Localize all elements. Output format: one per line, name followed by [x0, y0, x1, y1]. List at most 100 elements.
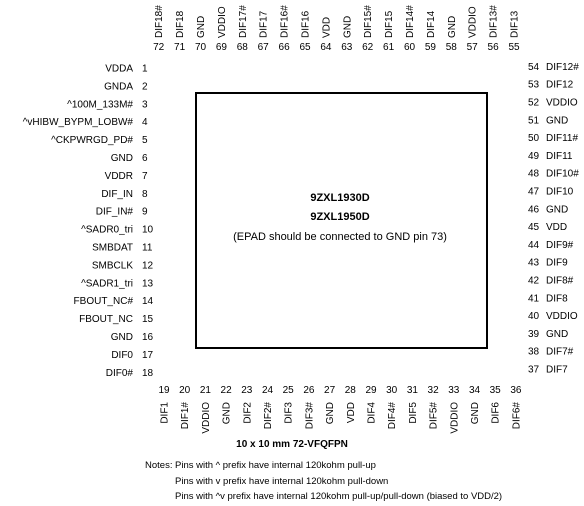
pin-name: DIF13: [510, 10, 521, 38]
pin-name: DIF1#: [180, 402, 191, 430]
pin-name: DIF8#: [546, 276, 574, 287]
pin-name: DIF6#: [511, 402, 522, 430]
pin-name: VDDR: [105, 171, 133, 182]
pin-name: ^SADR0_tri: [81, 225, 133, 236]
pin-name: DIF14#: [405, 5, 416, 38]
pin-number: 14: [142, 296, 154, 307]
pin-name: FBOUT_NC: [79, 314, 133, 325]
pin-number: 10: [142, 225, 154, 236]
pin-name: ^SADR1_tri: [81, 278, 133, 289]
pin-number: 2: [142, 81, 148, 92]
pin-name: GND: [470, 402, 481, 424]
pin-number: 5: [142, 135, 148, 146]
pin-number: 45: [528, 222, 540, 233]
pin-name: DIF11: [546, 151, 573, 162]
pin-number: 70: [195, 42, 207, 53]
pin-number: 48: [528, 169, 540, 180]
pin-name: GND: [325, 402, 336, 424]
pin-number: 39: [528, 329, 540, 340]
pin-number: 52: [528, 98, 540, 109]
pin-number: 7: [142, 171, 148, 182]
pin-number: 27: [324, 385, 336, 396]
pin-number: 71: [174, 42, 186, 53]
pin-name: DIF18: [175, 10, 186, 38]
note-line: Pins with ^ prefix have internal 120kohm…: [175, 460, 376, 471]
pin-number: 18: [142, 368, 154, 379]
pin-name: GND: [111, 153, 133, 164]
pin-name: DIF14: [426, 10, 437, 38]
pin-name: DIF0: [111, 350, 133, 361]
pin-number: 60: [404, 42, 416, 53]
pin-number: 62: [362, 42, 374, 53]
pin-number: 49: [528, 151, 540, 162]
pin-number: 68: [237, 42, 249, 53]
pin-number: 58: [446, 42, 458, 53]
part-number-1: 9ZXL1930D: [310, 192, 369, 204]
pin-number: 28: [345, 385, 357, 396]
pin-name: VDDIO: [217, 6, 228, 38]
pin-name: DIF8: [546, 293, 568, 304]
pin-number: 24: [262, 385, 274, 396]
pin-name: DIF11#: [546, 133, 578, 144]
pin-number: 44: [528, 240, 540, 251]
pin-name: DIF_IN#: [96, 207, 134, 218]
pin-number: 51: [528, 115, 540, 126]
pin-number: 55: [508, 42, 520, 53]
pin-number: 22: [221, 385, 233, 396]
pin-name: DIF1: [160, 402, 171, 424]
pin-number: 37: [528, 365, 540, 376]
pin-number: 41: [528, 293, 540, 304]
pin-number: 47: [528, 187, 540, 198]
pin-name: GND: [447, 16, 458, 38]
pin-name: VDD: [346, 402, 357, 423]
pin-name: GND: [196, 16, 207, 38]
pin-name: GND: [546, 329, 568, 340]
pin-name: DIF4#: [387, 402, 398, 430]
pin-name: DIF15#: [363, 5, 374, 38]
pin-number: 33: [448, 385, 460, 396]
pin-number: 6: [142, 153, 148, 164]
epad-note: (EPAD should be connected to GND pin 73): [233, 231, 447, 243]
pin-number: 65: [299, 42, 311, 53]
pin-name: DIF9#: [546, 240, 574, 251]
pin-name: DIF2: [242, 402, 253, 424]
pin-number: 32: [428, 385, 440, 396]
pin-number: 19: [158, 385, 170, 396]
pin-name: GND: [342, 16, 353, 38]
pin-number: 15: [142, 314, 154, 325]
pin-number: 54: [528, 62, 540, 73]
pin-number: 13: [142, 278, 154, 289]
pin-number: 57: [467, 42, 479, 53]
pin-number: 40: [528, 311, 540, 322]
part-number-2: 9ZXL1950D: [310, 211, 369, 223]
pin-name: DIF10: [546, 187, 574, 198]
pin-number: 26: [303, 385, 315, 396]
pin-name: FBOUT_NC#: [74, 296, 134, 307]
pin-number: 43: [528, 258, 540, 269]
pin-number: 46: [528, 204, 540, 215]
pin-number: 17: [142, 350, 154, 361]
note-line: Pins with ^v prefix have internal 120koh…: [175, 491, 503, 502]
pin-name: VDDA: [105, 64, 133, 75]
pin-number: 25: [283, 385, 295, 396]
notes: Notes: Pins with ^ prefix have internal 1…: [145, 458, 502, 505]
note-line: Pins with v prefix have internal 120kohm…: [175, 475, 389, 487]
pin-name: ^vHIBW_BYPM_LOBW#: [23, 117, 134, 128]
pin-name: DIF17: [259, 10, 270, 38]
pin-name: DIF12#: [546, 62, 579, 73]
pin-number: 67: [258, 42, 270, 53]
pin-name: DIF16: [301, 10, 312, 38]
pin-name: GND: [546, 115, 568, 126]
pin-name: DIF3#: [304, 402, 315, 430]
pin-name: GNDA: [104, 81, 133, 92]
pin-name: ^100M_133M#: [67, 99, 133, 110]
pin-number: 38: [528, 347, 540, 358]
pin-name: SMBDAT: [92, 243, 133, 254]
pin-number: 53: [528, 80, 540, 91]
pin-number: 59: [425, 42, 437, 53]
pin-number: 12: [142, 260, 154, 271]
pin-name: DIF13#: [489, 5, 500, 38]
pin-number: 61: [383, 42, 395, 53]
pin-number: 64: [320, 42, 332, 53]
